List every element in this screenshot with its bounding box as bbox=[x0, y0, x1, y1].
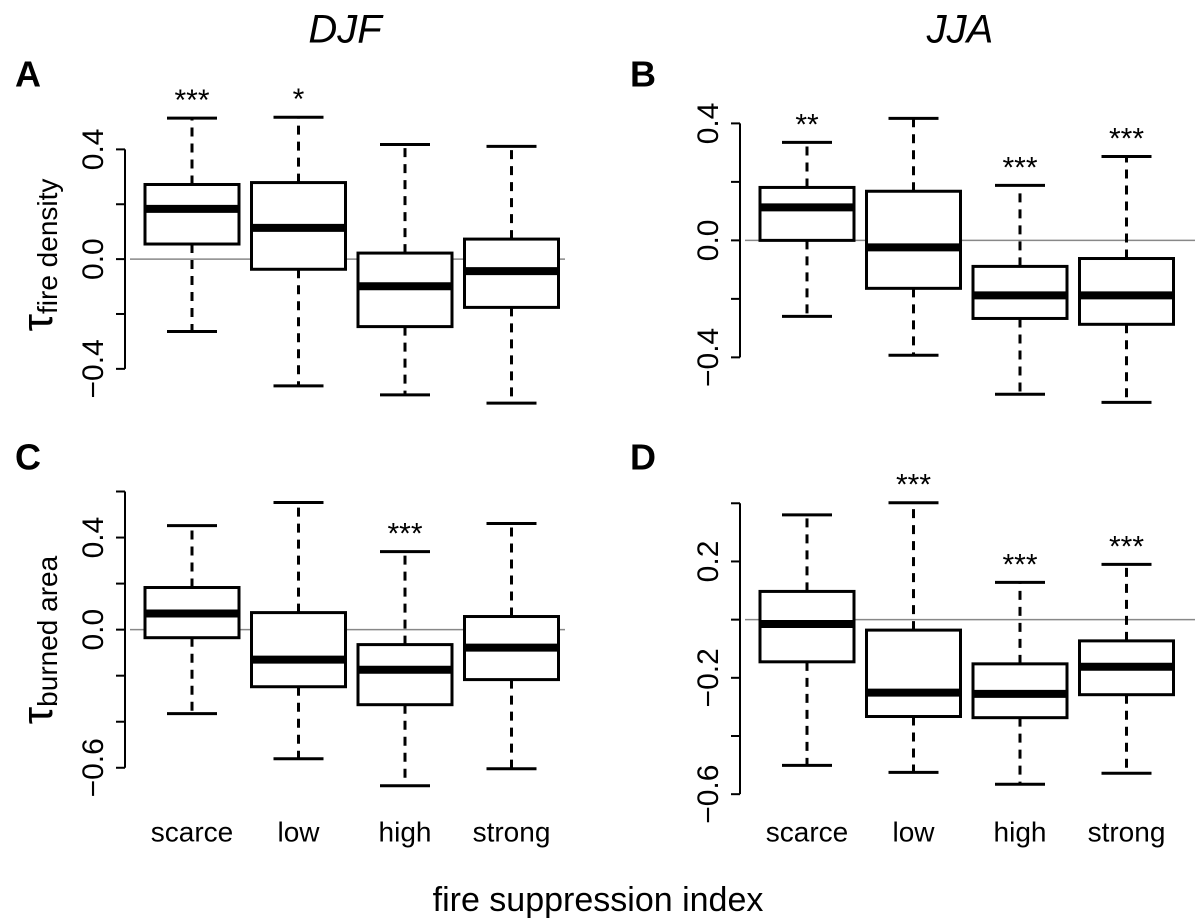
x-tick-label: strong bbox=[1088, 816, 1166, 847]
y-tick-label: −0.4 bbox=[692, 328, 725, 387]
y-tick-label: 0.4 bbox=[77, 129, 110, 171]
x-tick-label: scarce bbox=[151, 816, 233, 847]
x-tick-label: high bbox=[379, 816, 432, 847]
significance-label: *** bbox=[1109, 122, 1144, 155]
y-tick-label: 0.0 bbox=[77, 609, 110, 651]
y-axis-label-symbol: τ bbox=[13, 313, 62, 331]
y-tick-label: 0.0 bbox=[692, 220, 725, 262]
y-axis-label-subscript: fire density bbox=[32, 179, 63, 314]
y-tick-label: 0.4 bbox=[692, 103, 725, 145]
column-title: JJA bbox=[926, 8, 994, 52]
significance-label: *** bbox=[1002, 548, 1037, 581]
y-axis-label-symbol: τ bbox=[13, 706, 62, 724]
significance-label: *** bbox=[387, 518, 422, 551]
box bbox=[758, 185, 856, 242]
x-axis-label: fire suppression index bbox=[433, 881, 764, 919]
y-tick-label: −0.6 bbox=[77, 738, 110, 797]
significance-label: *** bbox=[1002, 151, 1037, 184]
significance-label: ** bbox=[795, 108, 819, 141]
y-axis-label: τburned area bbox=[13, 555, 64, 724]
panel-letter: B bbox=[630, 54, 656, 95]
y-tick-label: 0.2 bbox=[692, 541, 725, 583]
column-title: DJF bbox=[308, 8, 384, 52]
box bbox=[865, 628, 962, 719]
significance-label: *** bbox=[1109, 530, 1144, 563]
y-axis-label-subscript: burned area bbox=[32, 555, 63, 706]
y-tick-label: 0.4 bbox=[77, 517, 110, 559]
panel-letter: C bbox=[15, 437, 41, 478]
x-tick-label: low bbox=[892, 816, 935, 847]
y-tick-label: −0.2 bbox=[692, 648, 725, 707]
box bbox=[250, 611, 347, 689]
box bbox=[356, 643, 454, 707]
significance-label: *** bbox=[174, 84, 209, 117]
y-axis-label: τfire density bbox=[13, 179, 64, 332]
y-tick-label: −0.6 bbox=[692, 765, 725, 824]
significance-label: *** bbox=[896, 469, 931, 502]
x-tick-label: high bbox=[994, 816, 1047, 847]
y-tick-label: −0.4 bbox=[77, 339, 110, 398]
panel-letter: A bbox=[15, 54, 41, 95]
box bbox=[865, 189, 962, 290]
x-tick-label: strong bbox=[473, 816, 551, 847]
x-tick-label: low bbox=[277, 816, 320, 847]
panel-letter: D bbox=[630, 437, 656, 478]
box bbox=[143, 182, 241, 246]
y-tick-label: 0.0 bbox=[77, 238, 110, 280]
x-tick-label: scarce bbox=[766, 816, 848, 847]
significance-label: * bbox=[293, 83, 305, 116]
